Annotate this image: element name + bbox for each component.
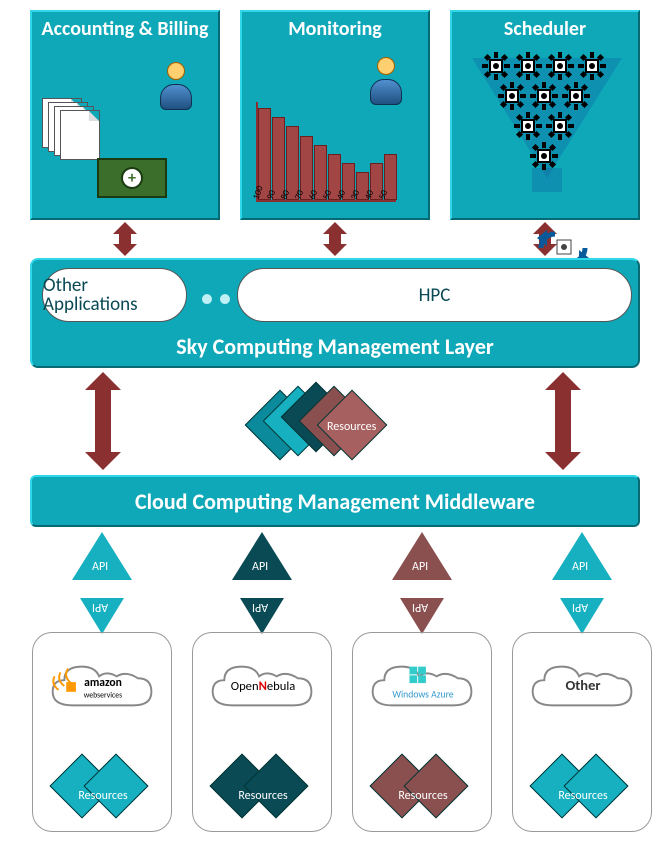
pill-label: HPC bbox=[419, 284, 451, 307]
double-arrow-icon bbox=[85, 372, 121, 470]
api-label: API bbox=[252, 600, 268, 614]
bar-chart: 100908070605040304050 bbox=[256, 102, 396, 202]
double-arrow-icon bbox=[113, 222, 137, 256]
cloud-icon: Other bbox=[523, 653, 643, 719]
svg-text:amazon: amazon bbox=[84, 676, 122, 690]
money-icon: + bbox=[97, 158, 167, 198]
provider-box: Windows Azure Resources bbox=[352, 632, 492, 832]
gear-icon bbox=[530, 82, 558, 110]
panel-title: Monitoring bbox=[248, 18, 422, 40]
sky-layer-title: Sky Computing Management Layer bbox=[32, 333, 638, 360]
api-label: API bbox=[572, 600, 588, 614]
panel-title: Scheduler bbox=[458, 18, 632, 40]
provider-resources: Resources bbox=[213, 751, 313, 821]
pill-label: Other Applications bbox=[43, 276, 186, 314]
middleware-label: Cloud Computing Management Middleware bbox=[135, 488, 535, 515]
resources-diamond-group: Resources bbox=[255, 380, 405, 460]
gear-icon bbox=[482, 52, 510, 80]
gear-icon bbox=[498, 82, 526, 110]
gear-icon bbox=[514, 112, 542, 140]
api-label: API bbox=[92, 560, 108, 574]
svg-text:Windows Azure: Windows Azure bbox=[392, 689, 453, 701]
gear-icon bbox=[562, 82, 590, 110]
panel-monitoring: Monitoring 100908070605040304050 bbox=[240, 10, 430, 220]
provider-box: amazon webservices Resources bbox=[32, 632, 172, 832]
cloud-icon: Windows Azure bbox=[363, 653, 483, 719]
resources-label: Resources bbox=[327, 420, 376, 434]
provider-resources: Resources bbox=[373, 751, 473, 821]
sky-computing-layer: Other Applications ••• HPC Sky Computing… bbox=[30, 258, 640, 368]
double-arrow-icon bbox=[323, 222, 347, 256]
api-label: API bbox=[412, 600, 428, 614]
cloud-icon: OpenNebula bbox=[203, 653, 323, 719]
gear-icon bbox=[530, 142, 558, 170]
provider-resources: Resources bbox=[53, 751, 153, 821]
provider-box: Other Resources bbox=[512, 632, 652, 832]
gear-icon bbox=[578, 52, 606, 80]
funnel-icon bbox=[472, 52, 622, 202]
bar: 50 bbox=[384, 154, 397, 200]
middleware-bar: Cloud Computing Management Middleware bbox=[30, 475, 640, 527]
user-icon bbox=[366, 57, 406, 105]
provider-box: OpenNebula Resources bbox=[192, 632, 332, 832]
panel-scheduler: Scheduler bbox=[450, 10, 640, 220]
documents-icon bbox=[42, 98, 97, 163]
svg-text:Other: Other bbox=[565, 676, 600, 694]
provider-resources: Resources bbox=[533, 751, 633, 821]
user-icon bbox=[156, 62, 196, 110]
double-arrow-icon bbox=[545, 372, 581, 470]
panel-title: Accounting & Billing bbox=[38, 18, 212, 40]
cloud-icon: amazon webservices bbox=[43, 653, 163, 719]
gear-icon bbox=[546, 52, 574, 80]
api-label: API bbox=[412, 560, 428, 574]
api-label: API bbox=[572, 560, 588, 574]
api-label: API bbox=[92, 600, 108, 614]
panel-accounting-billing: Accounting & Billing + bbox=[30, 10, 220, 220]
diagram-root: Accounting & Billing + Monitoring 100908… bbox=[0, 0, 670, 853]
gear-icon bbox=[514, 52, 542, 80]
svg-text:OpenNebula: OpenNebula bbox=[231, 679, 296, 694]
svg-text:webservices: webservices bbox=[84, 692, 122, 701]
api-label: API bbox=[252, 560, 268, 574]
pill-other-apps: Other Applications bbox=[42, 268, 187, 322]
gear-icon bbox=[546, 112, 574, 140]
pill-hpc: HPC bbox=[237, 268, 632, 322]
